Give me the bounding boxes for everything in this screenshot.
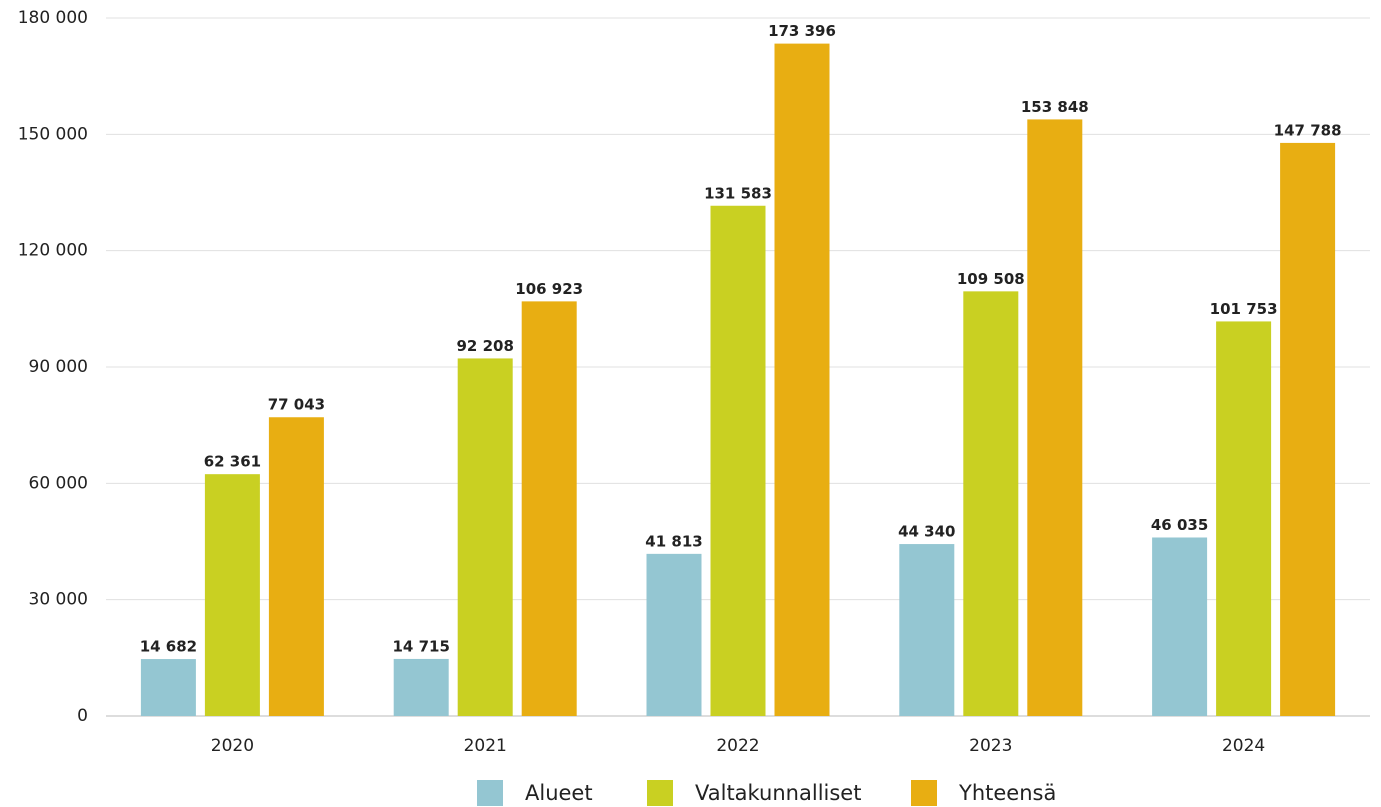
bar	[457, 358, 513, 716]
y-tick-label: 120 000	[18, 241, 88, 261]
value-label: 44 340	[898, 523, 955, 541]
legend-swatch	[647, 780, 673, 806]
bar	[899, 544, 955, 716]
y-tick-label: 90 000	[29, 357, 88, 377]
bar	[1152, 537, 1208, 716]
y-tick-label: 60 000	[29, 473, 88, 493]
legend-label: Valtakunnalliset	[695, 781, 861, 805]
bar	[393, 658, 449, 716]
bar	[204, 474, 260, 716]
value-label: 101 753	[1210, 300, 1278, 318]
value-label: 77 043	[268, 396, 325, 414]
y-tick-label: 30 000	[29, 590, 88, 610]
x-tick-label: 2024	[1222, 736, 1265, 756]
bar	[140, 659, 196, 716]
bar	[1280, 142, 1336, 716]
x-tick-label: 2020	[211, 736, 254, 756]
x-tick-label: 2022	[716, 736, 759, 756]
bar	[521, 301, 577, 716]
bar	[268, 417, 324, 716]
value-label: 41 813	[645, 532, 702, 550]
value-label: 106 923	[515, 280, 583, 298]
value-label: 173 396	[768, 22, 836, 40]
y-tick-label: 150 000	[18, 124, 88, 144]
y-tick-label: 180 000	[18, 8, 88, 28]
legend-label: Alueet	[525, 781, 593, 805]
legend-swatch	[911, 780, 937, 806]
bar	[963, 291, 1019, 716]
bar	[710, 205, 766, 716]
bar	[774, 43, 830, 717]
x-tick-label: 2023	[969, 736, 1012, 756]
value-label: 131 583	[704, 184, 772, 202]
x-tick-label: 2021	[464, 736, 507, 756]
value-label: 109 508	[957, 270, 1025, 288]
value-label: 46 035	[1151, 516, 1208, 534]
legend-swatch	[477, 780, 503, 806]
value-label: 62 361	[204, 453, 261, 471]
y-tick-label: 0	[77, 706, 88, 726]
value-label: 14 715	[392, 637, 449, 655]
legend-label: Yhteensä	[958, 781, 1056, 805]
bar	[1216, 321, 1272, 716]
value-label: 147 788	[1274, 121, 1342, 139]
value-label: 14 682	[140, 638, 197, 656]
value-label: 92 208	[456, 337, 513, 355]
bar	[646, 553, 702, 716]
bar	[1027, 119, 1083, 717]
value-label: 153 848	[1021, 98, 1089, 116]
